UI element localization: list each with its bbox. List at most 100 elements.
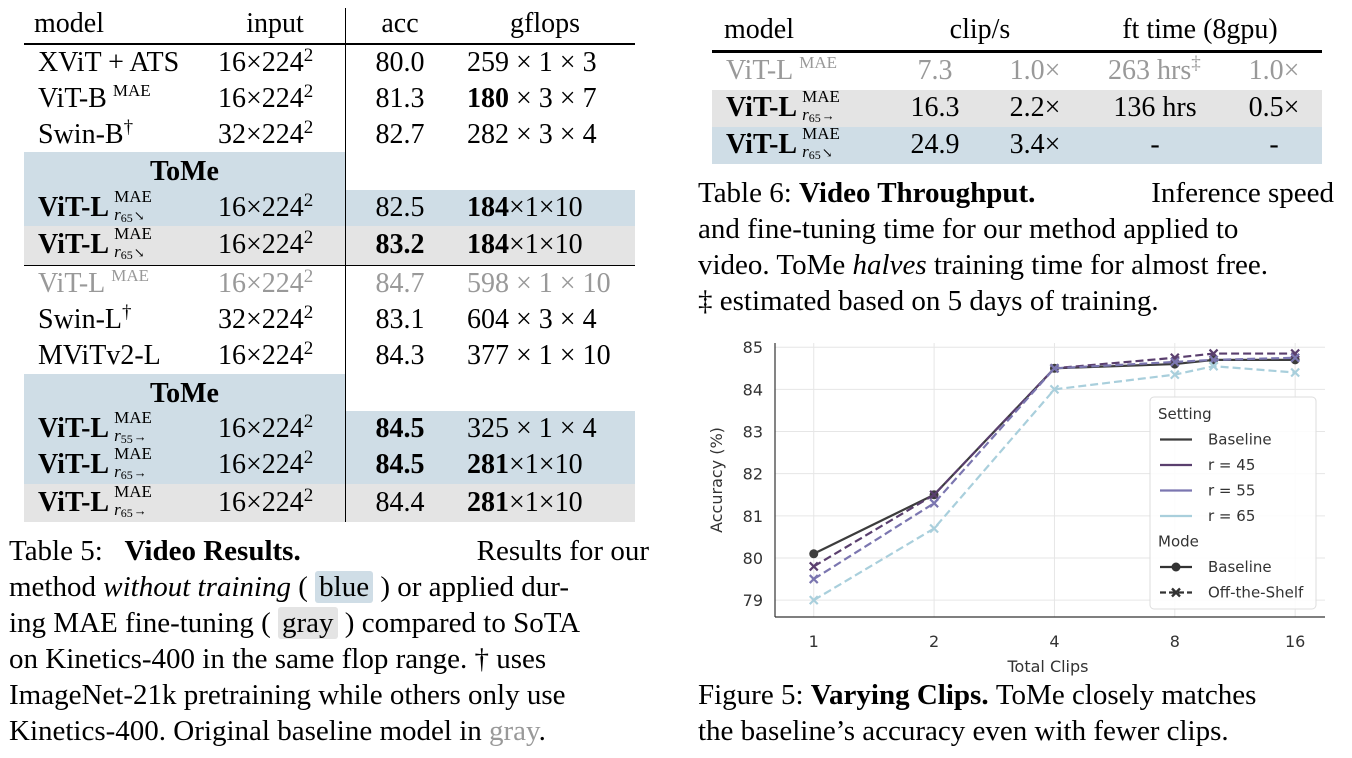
table-row-gflops: 180 × 3 × 7 (467, 83, 597, 114)
legend-marker (1171, 562, 1181, 572)
y-tick-label: 80 (743, 549, 763, 568)
row-band (24, 226, 635, 265)
table5-caption: Table 5: Video Results. Results for our m… (9, 535, 649, 747)
table-row-model: ViT-L MAE r65↘ (38, 224, 152, 263)
table-row-gflops: 325 × 1 × 4 (467, 413, 597, 444)
table-row-input: 16×2242 (218, 411, 314, 444)
table-row-input: 16×2242 (218, 45, 314, 78)
table-row-model: ViT-L MAE r55→ (38, 408, 152, 447)
table-row-gflops: 598 × 1 × 10 (467, 268, 611, 299)
table-row-acc: 81.3 (375, 83, 425, 114)
x-axis-label: Total Clips (1006, 657, 1088, 676)
y-tick-label: 85 (743, 338, 763, 357)
table-row-clip-speedup: 1.0× (1009, 55, 1061, 86)
table-row-gflops: 604 × 3 × 4 (467, 304, 597, 335)
tome-section-label: ToMe (150, 156, 219, 187)
header-rule (712, 50, 1322, 53)
legend-label: Off-the-Shelf (1208, 584, 1304, 602)
table-row-ft: 263 hrs‡ (1108, 53, 1201, 86)
y-tick-label: 79 (743, 591, 763, 610)
series-point (1170, 369, 1180, 380)
series-point (1208, 361, 1219, 371)
table-row-gflops: 281×1×10 (467, 449, 583, 480)
row-band (712, 90, 1322, 127)
y-tick-label: 81 (743, 507, 763, 526)
series-point (1049, 363, 1060, 374)
y-tick-label: 84 (743, 380, 763, 399)
row-band (712, 127, 1322, 164)
series-line (813, 352, 1296, 568)
row-band (345, 190, 635, 226)
table-row-model: ViT-L MAE (726, 53, 838, 86)
table-row-gflops: 282 × 3 × 4 (467, 119, 597, 150)
header-ft-time: ft time (8gpu) (1122, 14, 1278, 45)
table-row-model: ViT-B MAE (38, 81, 151, 114)
table-row-acc: 84.4 (375, 487, 425, 518)
table-row-model: Swin-B† (38, 117, 134, 150)
series-point (929, 489, 939, 500)
table-row-gflops: 377 × 1 × 10 (467, 340, 611, 371)
table-row-acc: 84.3 (375, 340, 425, 371)
table-row-input: 16×2242 (218, 81, 314, 114)
table-row-input: 16×2242 (218, 266, 314, 299)
series-point (1290, 355, 1300, 365)
table-row-clip-speedup: 2.2× (1009, 92, 1061, 123)
table-row-acc: 83.1 (375, 304, 425, 335)
y-axis-label: Accuracy (%) (707, 427, 726, 533)
table-row-model: ViT-L MAE r65↘ (38, 187, 152, 226)
tome-section-band (24, 152, 345, 226)
table-row-ft-speedup: 0.5× (1248, 92, 1300, 123)
table-row-model: ViT-L MAE (38, 266, 150, 299)
table-row-ft: - (1150, 129, 1160, 160)
row-band (24, 484, 635, 522)
table-row-acc: 84.5 (375, 413, 425, 444)
table-row-gflops: 281×1×10 (467, 487, 583, 518)
table-row-ft-speedup: 1.0× (1248, 55, 1300, 86)
x-tick-label: 2 (929, 632, 939, 651)
accuracy-vs-clips-chart: 1 2 4 8 16 79 80 81 82 83 84 85 Total Clips Accuracy … (707, 338, 1325, 676)
table-row-clips: 7.3 (917, 55, 953, 86)
table-row-model: ViT-L MAE r65→ (726, 87, 840, 126)
table-row-input: 16×2242 (218, 227, 314, 260)
header-model: model (34, 8, 104, 39)
table-row-acc: 84.5 (375, 449, 425, 480)
column-divider (345, 8, 346, 522)
series-point (929, 523, 939, 534)
legend-title: Setting (1158, 405, 1212, 423)
header-gflops: gflops (510, 8, 580, 39)
table-row-gflops: 259 × 1 × 3 (467, 47, 597, 78)
section-rule (24, 265, 635, 266)
table-row-model: ViT-L MAE r65→ (38, 482, 152, 521)
row-band (345, 411, 635, 484)
table-row-acc: 82.5 (375, 192, 425, 223)
series-point (1290, 352, 1300, 363)
table-row-model: Swin-L† (38, 302, 132, 335)
legend-title: Mode (1158, 533, 1199, 551)
table-row-gflops: 184×1×10 (467, 229, 583, 260)
table-row-input: 16×2242 (218, 485, 314, 518)
table6-caption: Table 6: Video Throughput. Inference spee… (698, 177, 1334, 317)
header-model: model (724, 14, 794, 45)
header-rule (24, 43, 635, 45)
y-tick-label: 83 (743, 423, 763, 442)
series-line (813, 365, 1296, 602)
legend-label: Baseline (1208, 431, 1272, 449)
series-point (808, 561, 819, 572)
table-row-ft: 136 hrs (1113, 92, 1197, 123)
series-point (1049, 384, 1060, 395)
x-tick-label: 4 (1049, 632, 1059, 651)
series-point (808, 595, 819, 605)
table-row-acc: 84.7 (375, 268, 425, 299)
series-point (808, 574, 819, 584)
table-row-ft-speedup: - (1269, 129, 1279, 160)
table-row-model: ViT-L MAE r65→ (38, 444, 152, 483)
table-row-acc: 80.0 (375, 47, 425, 78)
table-row-clip-speedup: 3.4× (1009, 129, 1061, 160)
table-row-input: 32×2242 (218, 117, 314, 150)
legend-box (1149, 396, 1317, 610)
legend-label: r = 65 (1208, 507, 1255, 525)
legend-marker (1171, 587, 1181, 598)
header-clips: clip/s (949, 14, 1011, 45)
table-row-input: 16×2242 (218, 190, 314, 223)
y-tick-label: 82 (743, 465, 763, 484)
